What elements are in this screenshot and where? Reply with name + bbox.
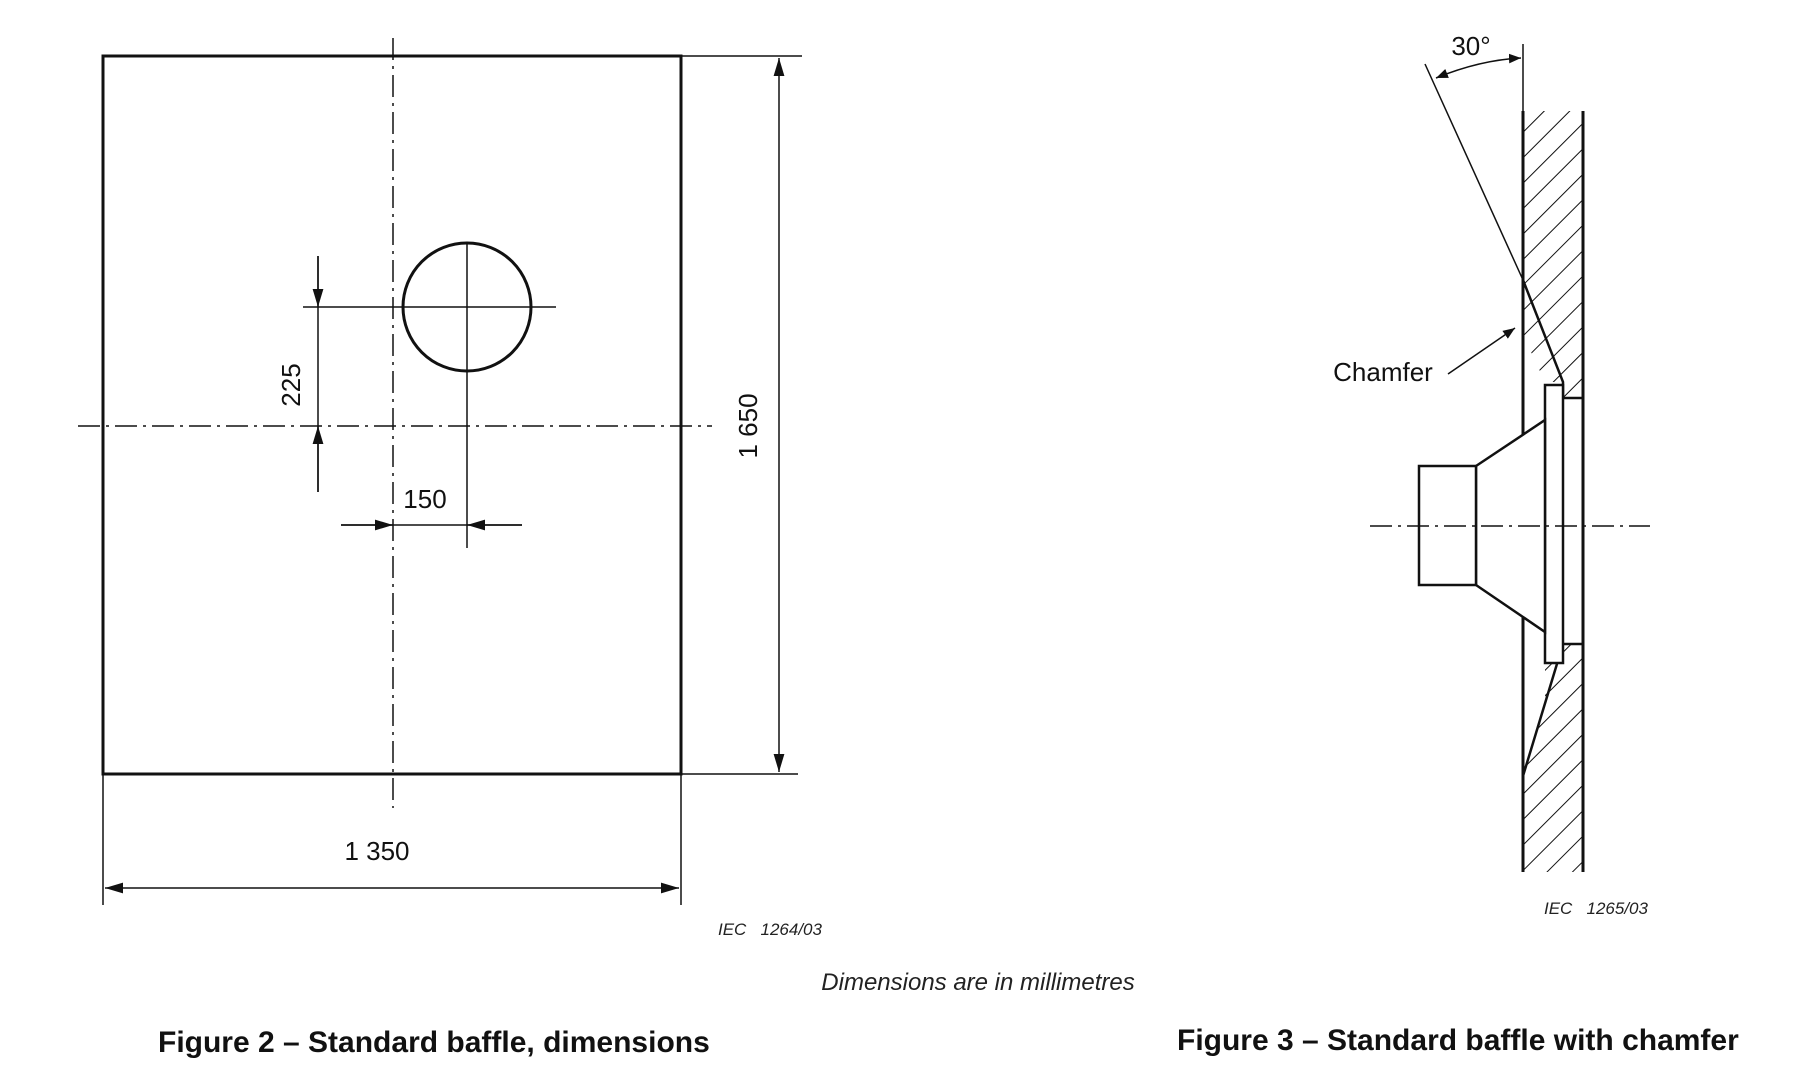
figure3-baffle-section: 30° Chamfer IEC 1265/03 <box>1333 31 1650 918</box>
figure2-iec-code: IEC 1264/03 <box>718 920 823 939</box>
figure2-caption: Figure 2 – Standard baffle, dimensions <box>158 1026 710 1059</box>
baffle-outline <box>101 54 683 776</box>
baffle-section-upper <box>1523 111 1583 398</box>
chamfer-leader <box>1447 327 1516 375</box>
dim-150-label: 150 <box>403 484 446 514</box>
figure3-caption: Figure 3 – Standard baffle with chamfer <box>1177 1024 1739 1057</box>
units-note: Dimensions are in millimetres <box>821 969 1134 996</box>
dim-1350-label: 1 350 <box>344 836 409 866</box>
chamfer-extension-line <box>1424 63 1524 281</box>
chamfer-label: Chamfer <box>1333 357 1433 387</box>
angle-label: 30° <box>1451 31 1490 61</box>
figure3-iec-code: IEC 1265/03 <box>1544 899 1649 918</box>
dim-1650-label: 1 650 <box>733 393 763 458</box>
angle-arc <box>1435 53 1522 79</box>
baffle-section-lower <box>1523 644 1583 872</box>
dim-225-label: 225 <box>276 363 306 406</box>
speaker-flange <box>1543 383 1565 665</box>
figure2-baffle: 225 150 1 650 1 350 IEC 1264/03 <box>78 38 823 939</box>
